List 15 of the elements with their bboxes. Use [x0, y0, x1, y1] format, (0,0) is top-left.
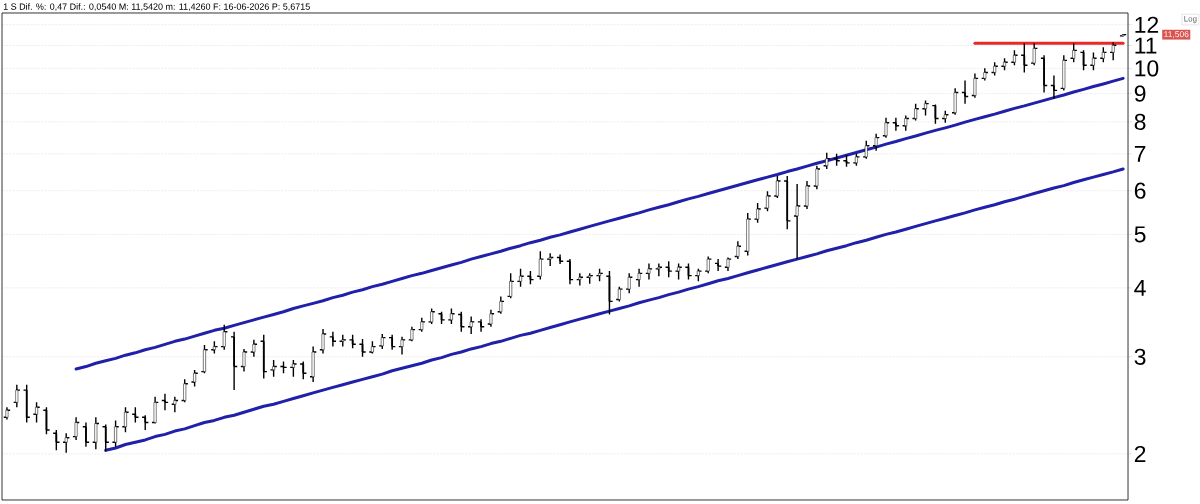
y-tick-label: 11: [1135, 37, 1157, 54]
y-tick-label: 8: [1134, 113, 1146, 130]
y-tick-label: 12: [1135, 16, 1159, 33]
line-series: [74, 76, 1125, 371]
line-series: [104, 167, 1125, 452]
y-tick-label: 6: [1134, 182, 1146, 199]
y-tick-label: 4: [1134, 279, 1146, 296]
y-tick-label: 3: [1134, 348, 1146, 365]
y-tick-label: 9: [1134, 85, 1146, 102]
chart-title: 1 S Dif. %: 0,47 Dif.: 0,0540 M: 11,5420 m: 11,4260 F: 16-06-2026 P: 5,6715: [3, 3, 310, 11]
y-tick-label: 5: [1134, 226, 1146, 243]
y-tick-label: 10: [1135, 60, 1159, 77]
text: 11,506: [1164, 31, 1189, 39]
y-tick-label: 7: [1134, 145, 1146, 162]
y-tick-label: 2: [1134, 445, 1146, 462]
